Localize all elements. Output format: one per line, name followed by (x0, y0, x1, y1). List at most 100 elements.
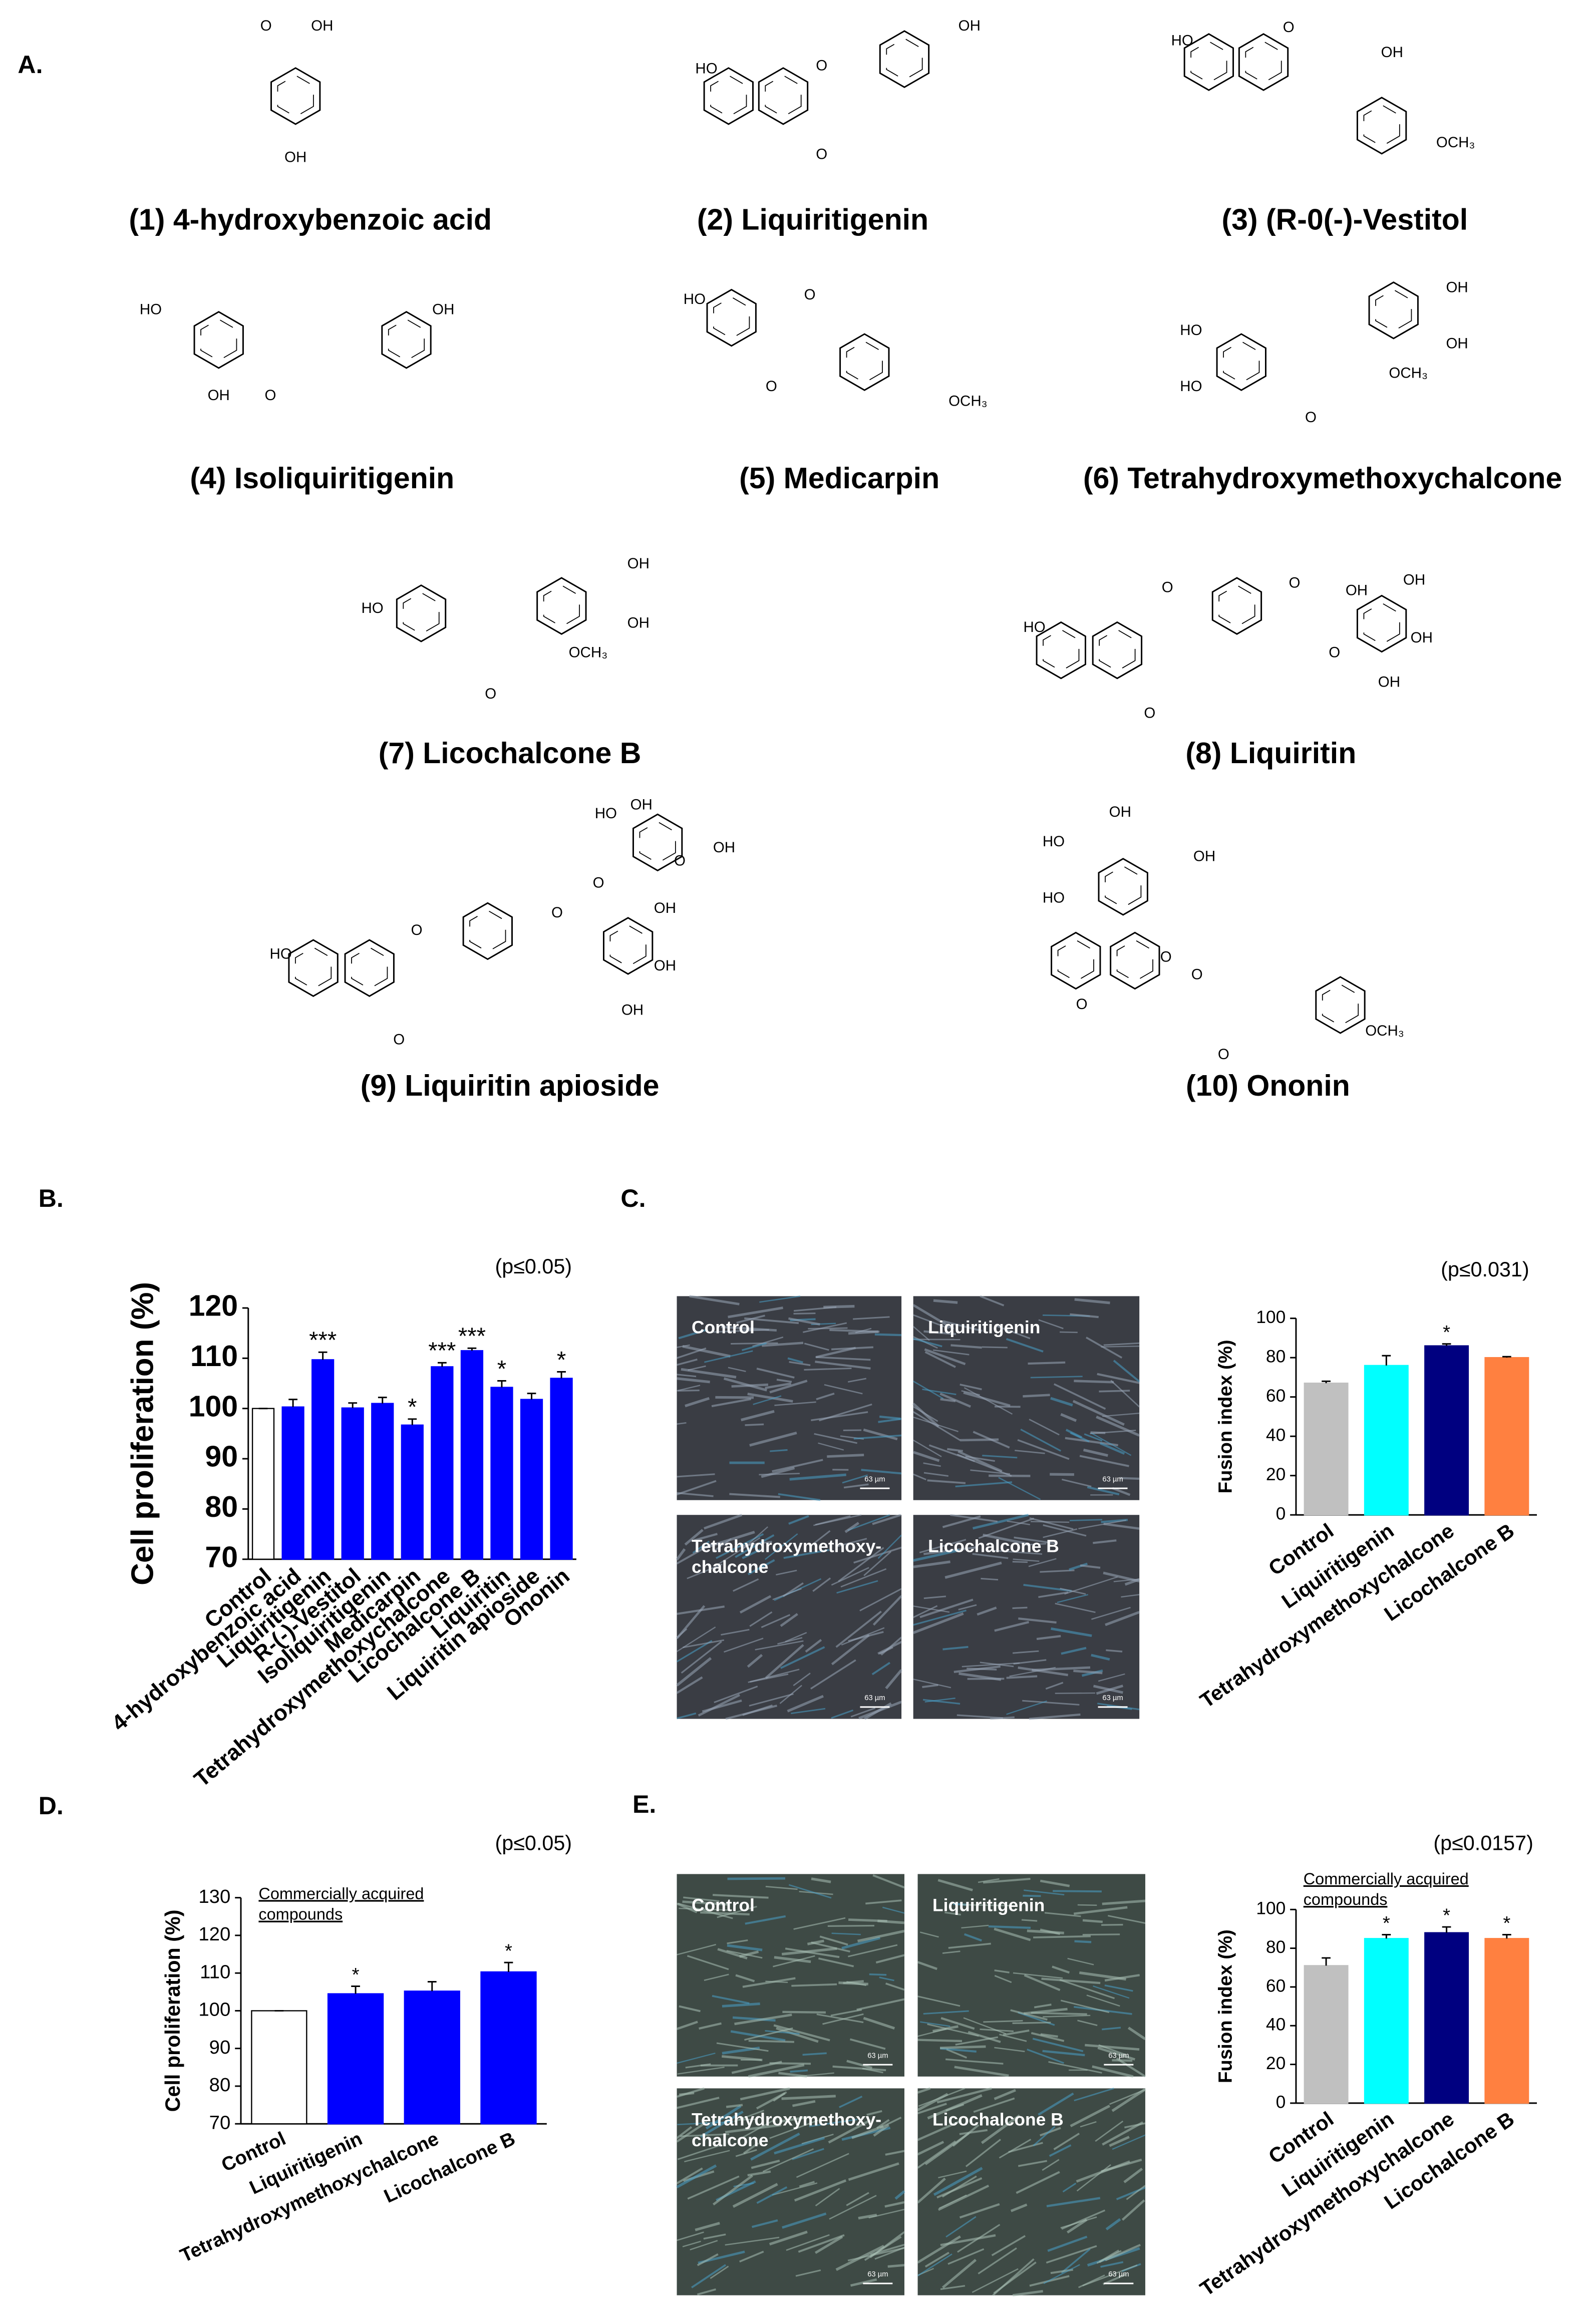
cell-streak (677, 1374, 697, 1378)
cell-streak (841, 1936, 881, 1950)
cell-streak (994, 2047, 1025, 2053)
atom-label: O (674, 852, 686, 869)
cell-streak (727, 1877, 785, 1880)
cell-streak (789, 1473, 846, 1481)
cell-streak (877, 1534, 902, 1559)
cell-streak (994, 1621, 1030, 1632)
bar (480, 1971, 537, 2125)
cell-streak (1012, 1606, 1028, 1609)
cell-streak (940, 2047, 977, 2053)
cell-streak (945, 2058, 1004, 2065)
cell-streak (836, 1580, 878, 1594)
cell-streak (1043, 1524, 1087, 1537)
cell-streak (772, 1459, 823, 1473)
cell-streak (941, 2175, 977, 2198)
cell-streak (774, 1956, 811, 1963)
micrograph-label: Liquiritigenin (932, 1895, 1045, 1915)
cell-streak (1119, 1477, 1140, 1480)
cell-streak (742, 1342, 767, 1352)
cell-streak (793, 1673, 811, 1687)
scale-label: 63 µm (1108, 2052, 1129, 2060)
cell-streak (920, 2021, 950, 2027)
compound-name: (8) Liquiritin (1185, 737, 1356, 770)
cell-streak (919, 1931, 939, 1938)
cell-streak (1121, 2199, 1145, 2221)
scale-label: 63 µm (864, 1475, 885, 1483)
cell-streak (1015, 1450, 1045, 1454)
cell-streak (756, 1368, 795, 1379)
cell-streak (944, 1911, 961, 1916)
ring (839, 333, 890, 391)
atom-label: O (1162, 579, 1173, 595)
cell-streak (815, 1356, 871, 1361)
cell-streak (964, 1387, 1013, 1415)
cell-streak (982, 1346, 1008, 1349)
significance: * (1443, 1321, 1450, 1343)
scale-label: 63 µm (1102, 1475, 1123, 1483)
cell-streak (724, 1637, 764, 1653)
cell-streak (990, 1549, 1043, 1555)
cell-streak (829, 1329, 880, 1333)
cell-streak (1013, 1659, 1047, 1665)
cell-streak (923, 1595, 946, 1599)
compound: HO O O OCH₃ (5) Medicarpin (684, 286, 988, 495)
cell-streak (1100, 2261, 1124, 2268)
compound-name: (6) Tetrahydroxymethoxychalcone (1083, 462, 1562, 495)
cell-streak (1041, 1977, 1101, 1985)
cell-streak (814, 1433, 857, 1444)
cell-streak (796, 2153, 849, 2178)
y-tick-label: 80 (205, 1490, 238, 1523)
cell-streak (736, 1314, 765, 1324)
cell-streak (677, 2097, 720, 2109)
compound-name: (4) Isoliquiritigenin (190, 462, 454, 495)
y-axis-title: Fusion index (%) (1214, 1340, 1236, 1493)
cell-streak (1006, 1338, 1044, 1353)
bar (490, 1387, 513, 1560)
cell-streak (678, 1902, 733, 1919)
cell-streak (1016, 2171, 1060, 2194)
cell-streak (863, 2017, 895, 2030)
cell-streak (1113, 1360, 1140, 1383)
cell-streak (676, 1902, 698, 1913)
bar (1364, 1938, 1409, 2104)
cell-streak (940, 1398, 956, 1403)
cell-streak (917, 2253, 952, 2276)
cell-streak (844, 1522, 860, 1533)
cell-streak (722, 2002, 760, 2008)
ring (1098, 858, 1148, 916)
cell-streak (998, 1477, 1041, 1500)
cell-streak (838, 1547, 884, 1582)
bar (431, 1366, 454, 1560)
cell-streak (963, 1391, 1011, 1407)
cell-streak (873, 2124, 890, 2137)
cell-streak (917, 2119, 962, 2141)
cell-streak (1065, 1437, 1118, 1447)
cell-streak (774, 1401, 816, 1406)
cell-streak (765, 1533, 798, 1560)
cell-streak (687, 2175, 740, 2200)
p-value-note: (p≤0.0157) (1433, 1831, 1533, 1854)
scale-label: 63 µm (1108, 2270, 1129, 2278)
cell-streak (1102, 1899, 1146, 1905)
cell-streak (924, 1697, 955, 1703)
cell-streak (830, 2009, 862, 2017)
cell-streak (1083, 1448, 1108, 1457)
cell-streak (938, 2194, 967, 2209)
cell-streak (714, 1686, 758, 1704)
atom-label: OH (1446, 279, 1468, 295)
cell-streak (829, 2195, 877, 2220)
cell-streak (970, 1469, 1011, 1475)
cell-streak (749, 1431, 797, 1447)
cell-streak (726, 1949, 763, 1959)
ring (1238, 33, 1289, 91)
cell-streak (917, 2141, 944, 2156)
cell-streak (1074, 1380, 1114, 1384)
cell-streak (788, 1515, 809, 1525)
cell-streak (923, 2010, 969, 2015)
cell-streak (953, 1665, 1001, 1674)
atom-label: OH (959, 18, 981, 34)
cell-streak (727, 1939, 748, 1944)
cell-streak (792, 2148, 824, 2160)
cell-streak (977, 1606, 997, 1616)
cell-streak (1108, 1915, 1146, 1924)
